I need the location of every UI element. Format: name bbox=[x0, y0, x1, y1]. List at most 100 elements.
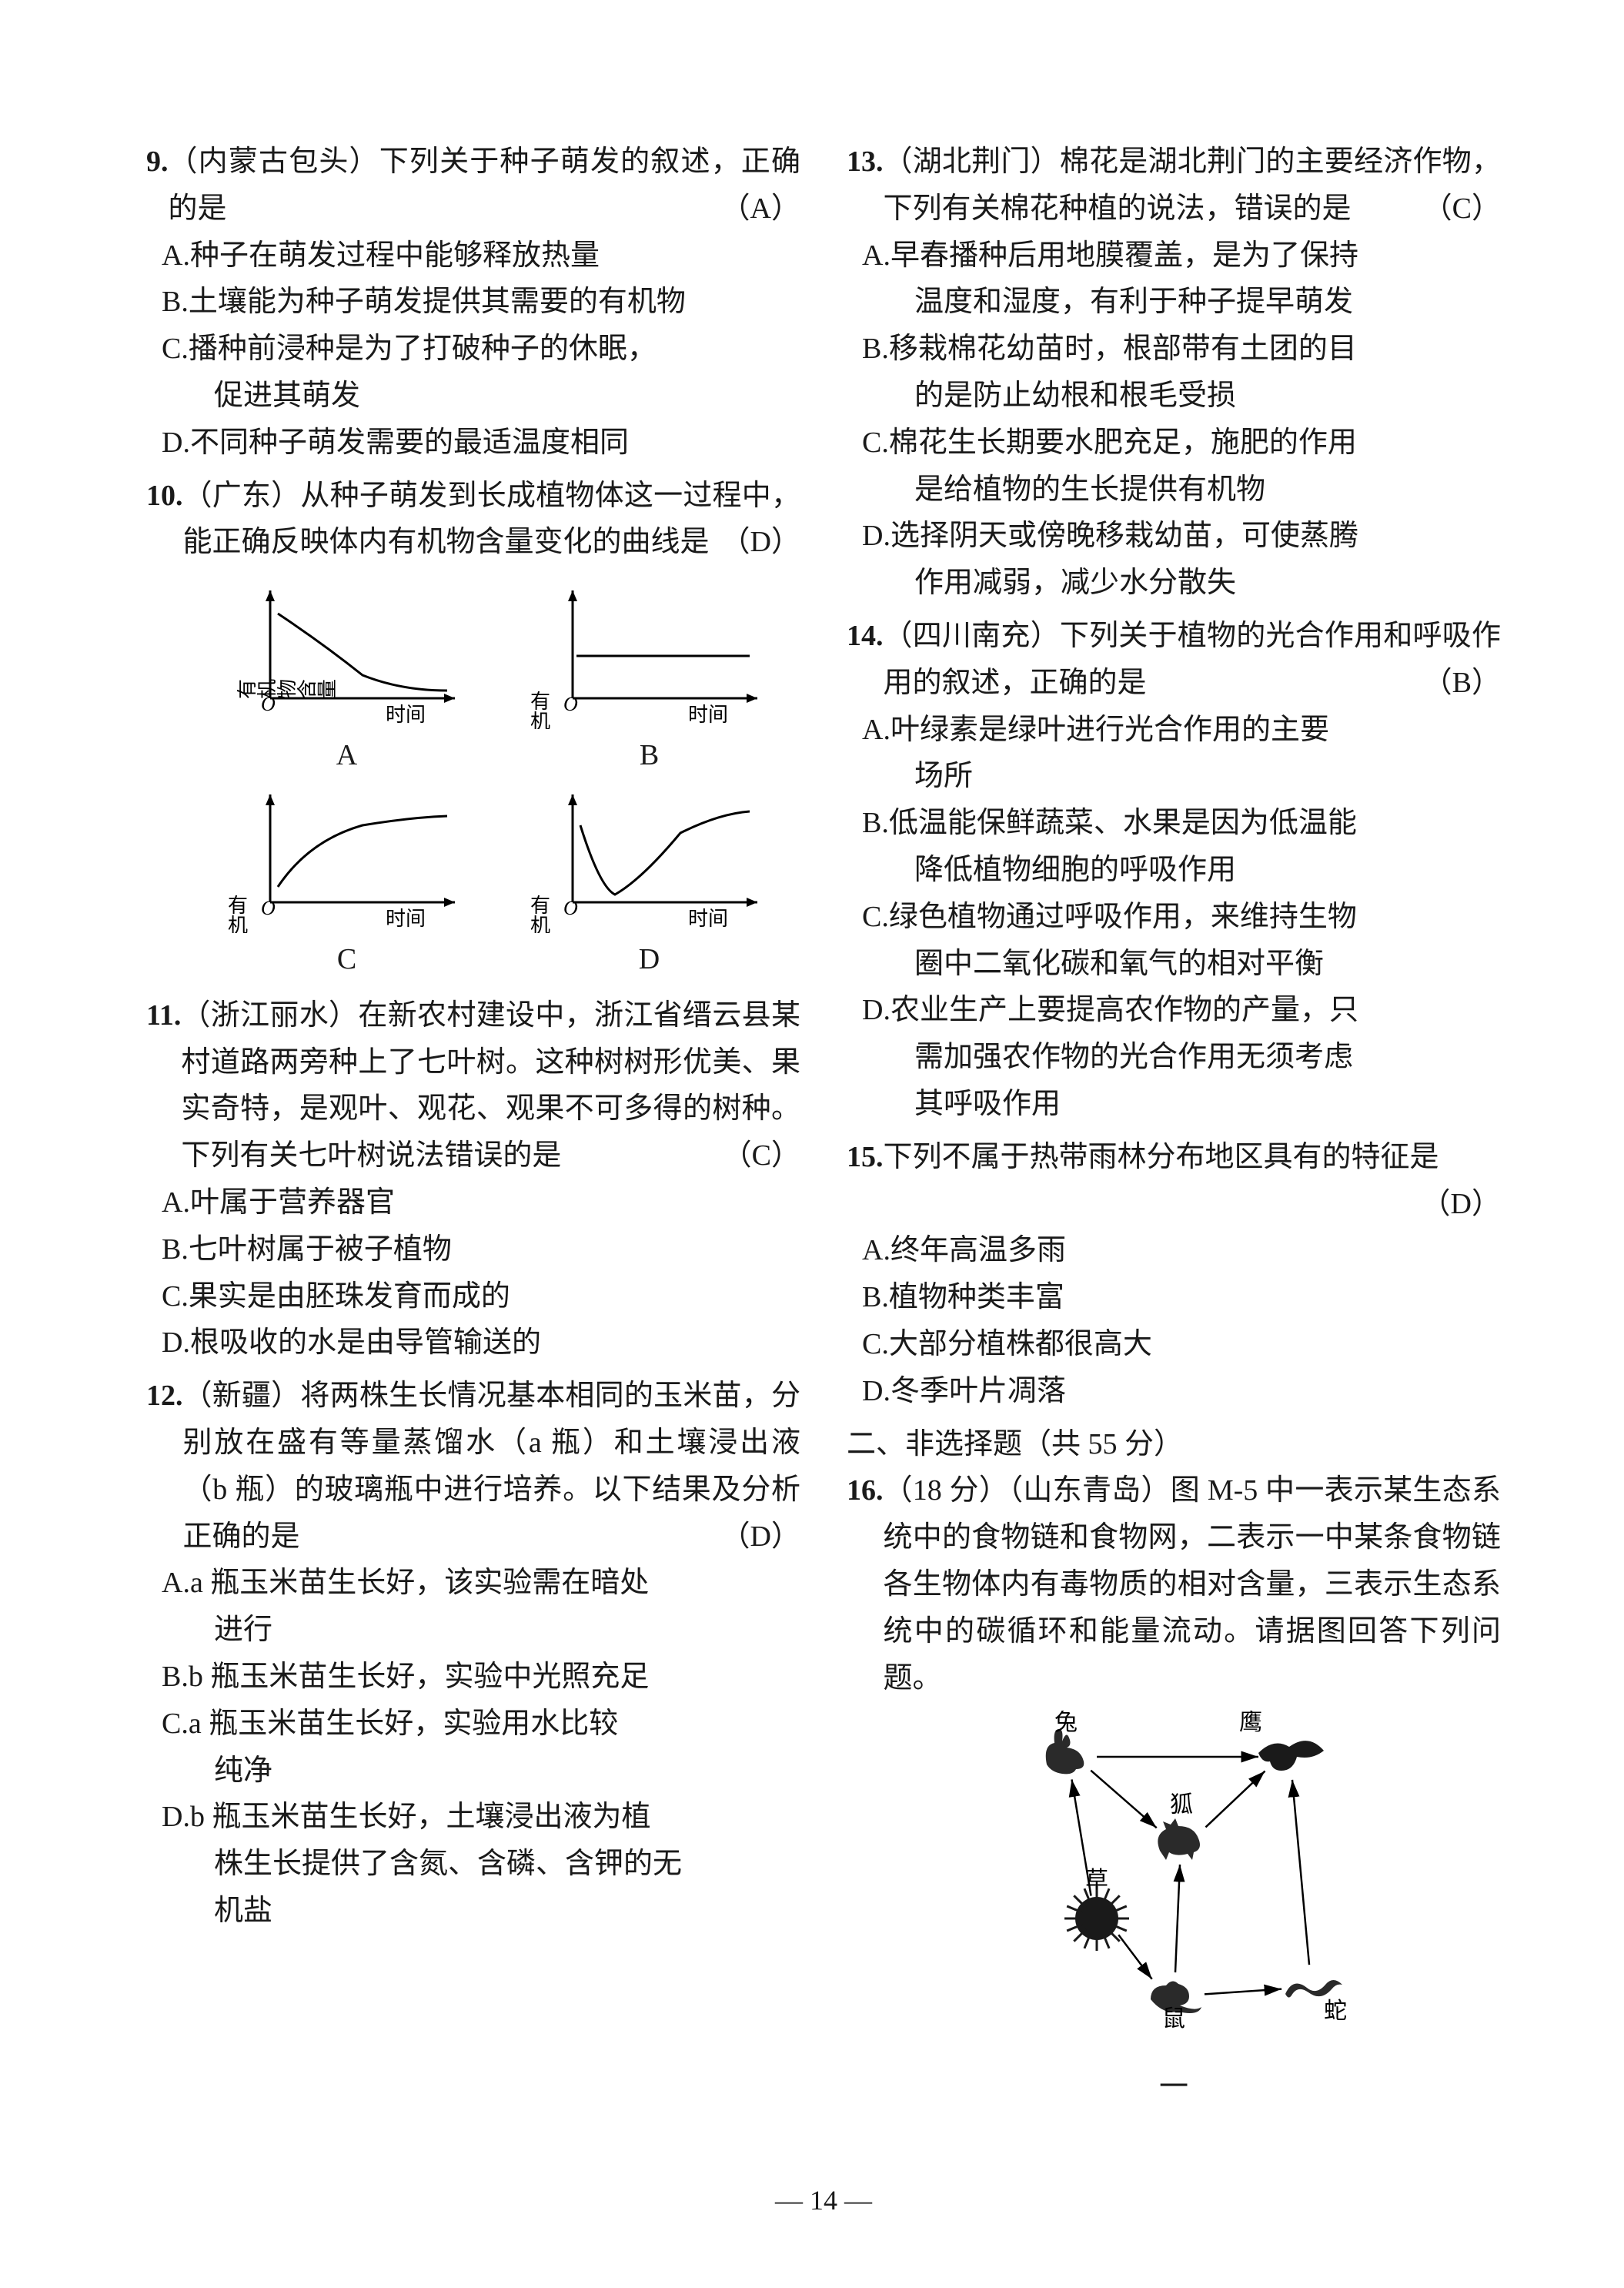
q15-number: 15. bbox=[847, 1134, 884, 1228]
q15-opt-b: B.植物种类丰富 bbox=[847, 1274, 1501, 1321]
q10-c-ylabel: 有机物含量 bbox=[225, 895, 247, 933]
question-11: 11. （浙江丽水）在新农村建设中，浙江省缙云县某村道路两旁种上了七叶树。这种树… bbox=[146, 992, 800, 1366]
q15-stem: 下列不属于热带雨林分布地区具有的特征是 （D） bbox=[884, 1134, 1502, 1228]
page-number: — 14 — bbox=[146, 2179, 1501, 2223]
q9-opt-d: D.不同种子萌发需要的最适温度相同 bbox=[146, 420, 800, 467]
q13-answer: （C） bbox=[1423, 186, 1501, 232]
q9-stem: （内蒙古包头）下列关于种子萌发的叙述，正确的是 （A） bbox=[169, 139, 801, 232]
q10-b-ylabel: 有机物含量 bbox=[527, 691, 550, 729]
q16-foodweb-diagram: 兔 鹰狐草鼠 蛇 一 bbox=[847, 1711, 1501, 2111]
q10-stem: （广东）从种子萌发到长成植物体这一过程中，能正确反映体内有机物含量变化的曲线是 … bbox=[183, 473, 801, 567]
q11-number: 11. bbox=[146, 992, 181, 1179]
svg-text:O: O bbox=[261, 897, 276, 919]
question-13: 13. （湖北荆门）棉花是湖北荆门的主要经济作物，下列有关棉花种植的说法，错误的… bbox=[847, 139, 1501, 607]
q13-number: 13. bbox=[847, 139, 884, 232]
q9-opt-c2: 促进其萌发 bbox=[146, 373, 800, 420]
q14-opt-d2: 需加强农作物的光合作用无须考虑 bbox=[847, 1034, 1501, 1081]
q13-stem: （湖北荆门）棉花是湖北荆门的主要经济作物，下列有关棉花种植的说法，错误的是 （C… bbox=[884, 139, 1502, 232]
question-14: 14. （四川南充）下列关于植物的光合作用和呼吸作用的叙述，正确的是 （B） A… bbox=[847, 613, 1501, 1128]
q12-number: 12. bbox=[146, 1373, 183, 1560]
right-column: 13. （湖北荆门）棉花是湖北荆门的主要经济作物，下列有关棉花种植的说法，错误的… bbox=[847, 139, 1501, 2117]
q11-opt-b: B.七叶树属于被子植物 bbox=[146, 1226, 800, 1273]
question-10: 10. （广东）从种子萌发到长成植物体这一过程中，能正确反映体内有机物含量变化的… bbox=[146, 473, 800, 983]
q12-opt-d3: 机盐 bbox=[146, 1888, 800, 1935]
q14-opt-b2: 降低植物细胞的呼吸作用 bbox=[847, 847, 1501, 894]
q15-opt-c: C.大部分植株都很高大 bbox=[847, 1321, 1501, 1368]
q10-chart-b: 有机物含量 O 时间 B bbox=[498, 575, 800, 779]
q14-stem: （四川南充）下列关于植物的光合作用和呼吸作用的叙述，正确的是 （B） bbox=[884, 613, 1502, 707]
q14-opt-d: D.农业生产上要提高农作物的产量，只 bbox=[847, 987, 1501, 1034]
q14-number: 14. bbox=[847, 613, 884, 707]
q9-stem-text: （内蒙古包头）下列关于种子萌发的叙述，正确的是 bbox=[169, 146, 801, 225]
q15-opt-d: D.冬季叶片凋落 bbox=[847, 1368, 1501, 1415]
svg-text:蛇: 蛇 bbox=[1324, 1999, 1347, 2024]
question-12: 12. （新疆）将两株生长情况基本相同的玉米苗，分别放在盛有等量蒸馏水（a 瓶）… bbox=[146, 1373, 800, 1935]
svg-text:鹰: 鹰 bbox=[1239, 1711, 1262, 1735]
q10-charts: 有机物含量 O 时间 A 有机物含量 bbox=[146, 575, 800, 983]
q10-answer: （D） bbox=[721, 519, 800, 566]
svg-text:狐: 狐 bbox=[1170, 1792, 1193, 1818]
q12-stem: （新疆）将两株生长情况基本相同的玉米苗，分别放在盛有等量蒸馏水（a 瓶）和土壤浸… bbox=[183, 1373, 801, 1560]
q10-stem-text: （广东）从种子萌发到长成植物体这一过程中，能正确反映体内有机物含量变化的曲线是 bbox=[183, 480, 801, 559]
q9-opt-b: B.土壤能为种子萌发提供其需要的有机物 bbox=[146, 279, 800, 326]
q13-stem-text: （湖北荆门）棉花是湖北荆门的主要经济作物，下列有关棉花种植的说法，错误的是 bbox=[884, 146, 1502, 225]
q13-opt-c: C.棉花生长期要水肥充足，施肥的作用 bbox=[847, 420, 1501, 467]
q12-opt-a2: 进行 bbox=[146, 1607, 800, 1654]
q10-label-a: A bbox=[195, 732, 498, 779]
q13-opt-b: B.移栽棉花幼苗时，根部带有土团的目 bbox=[847, 326, 1501, 373]
q9-opt-a: A.种子在萌发过程中能够释放热量 bbox=[146, 232, 800, 279]
q9-number: 9. bbox=[146, 139, 169, 232]
question-16: 16. （18 分）（山东青岛）图 M-5 中一表示某生态系统中的食物链和食物网… bbox=[847, 1467, 1501, 2111]
q10-label-d: D bbox=[498, 936, 800, 983]
q14-opt-a2: 场所 bbox=[847, 753, 1501, 800]
q10-chart-c: 有机物含量 O 时间 C bbox=[195, 779, 498, 983]
q12-opt-d2: 株生长提供了含氮、含磷、含钾的无 bbox=[146, 1841, 800, 1888]
left-column: 9. （内蒙古包头）下列关于种子萌发的叙述，正确的是 （A） A.种子在萌发过程… bbox=[146, 139, 800, 2117]
foodweb-caption: 一 bbox=[847, 2064, 1501, 2111]
svg-text:兔: 兔 bbox=[1054, 1711, 1078, 1735]
q10-chart-a: 有机物含量 O 时间 A bbox=[195, 575, 498, 779]
q13-opt-b2: 的是防止幼根和根毛受损 bbox=[847, 373, 1501, 420]
q10-c-xlabel: 时间 bbox=[386, 908, 426, 930]
page-columns: 9. （内蒙古包头）下列关于种子萌发的叙述，正确的是 （A） A.种子在萌发过程… bbox=[146, 139, 1501, 2117]
q9-answer: （A） bbox=[721, 186, 800, 232]
q14-opt-c2: 圈中二氧化碳和氧气的相对平衡 bbox=[847, 941, 1501, 988]
q14-opt-a: A.叶绿素是绿叶进行光合作用的主要 bbox=[847, 707, 1501, 754]
q10-b-xlabel: 时间 bbox=[688, 704, 728, 726]
q11-opt-d: D.根吸收的水是由导管输送的 bbox=[146, 1320, 800, 1366]
question-15: 15. 下列不属于热带雨林分布地区具有的特征是 （D） A.终年高温多雨 B.植… bbox=[847, 1134, 1501, 1415]
q15-opt-a: A.终年高温多雨 bbox=[847, 1227, 1501, 1274]
q13-opt-a: A.早春播种后用地膜覆盖，是为了保持 bbox=[847, 232, 1501, 279]
q11-opt-c: C.果实是由胚珠发育而成的 bbox=[146, 1273, 800, 1320]
svg-text:O: O bbox=[563, 693, 578, 715]
q12-opt-a: A.a 瓶玉米苗生长好，该实验需在暗处 bbox=[146, 1560, 800, 1607]
q13-opt-d2: 作用减弱，减少水分散失 bbox=[847, 560, 1501, 607]
q10-label-b: B bbox=[498, 732, 800, 779]
q12-answer: （D） bbox=[721, 1514, 800, 1560]
q14-opt-d3: 其呼吸作用 bbox=[847, 1081, 1501, 1128]
q12-opt-d: D.b 瓶玉米苗生长好，土壤浸出液为植 bbox=[146, 1794, 800, 1841]
q16-stem: （18 分）（山东青岛）图 M-5 中一表示某生态系统中的食物链和食物网，二表示… bbox=[884, 1467, 1502, 1701]
q12-stem-text: （新疆）将两株生长情况基本相同的玉米苗，分别放在盛有等量蒸馏水（a 瓶）和土壤浸… bbox=[183, 1380, 801, 1552]
svg-text:O: O bbox=[563, 897, 578, 919]
q13-opt-a2: 温度和湿度，有利于种子提早萌发 bbox=[847, 279, 1501, 326]
section-2-header: 二、非选择题（共 55 分） bbox=[847, 1421, 1501, 1468]
question-9: 9. （内蒙古包头）下列关于种子萌发的叙述，正确的是 （A） A.种子在萌发过程… bbox=[146, 139, 800, 467]
q16-number: 16. bbox=[847, 1467, 884, 1701]
q10-d-xlabel: 时间 bbox=[688, 908, 728, 930]
q14-stem-text: （四川南充）下列关于植物的光合作用和呼吸作用的叙述，正确的是 bbox=[884, 620, 1502, 699]
q10-number: 10. bbox=[146, 473, 183, 567]
q15-stem-text: 下列不属于热带雨林分布地区具有的特征是 bbox=[884, 1141, 1439, 1173]
svg-text:鼠: 鼠 bbox=[1162, 2006, 1185, 2032]
q14-answer: （B） bbox=[1423, 660, 1501, 707]
q9-opt-c: C.播种前浸种是为了打破种子的休眠， bbox=[146, 326, 800, 373]
q11-stem-text: （浙江丽水）在新农村建设中，浙江省缙云县某村道路两旁种上了七叶树。这种树树形优美… bbox=[181, 999, 800, 1172]
q11-answer: （C） bbox=[723, 1132, 800, 1179]
q10-a-xlabel: 时间 bbox=[386, 704, 426, 726]
q10-chart-d: 有机物含量 O 时间 D bbox=[498, 779, 800, 983]
q12-opt-c2: 纯净 bbox=[146, 1748, 800, 1795]
svg-text:草: 草 bbox=[1085, 1868, 1108, 1893]
q13-opt-d: D.选择阴天或傍晚移栽幼苗，可使蒸腾 bbox=[847, 513, 1501, 560]
q15-answer: （D） bbox=[1422, 1181, 1501, 1228]
q14-opt-b: B.低温能保鲜蔬菜、水果是因为低温能 bbox=[847, 800, 1501, 847]
